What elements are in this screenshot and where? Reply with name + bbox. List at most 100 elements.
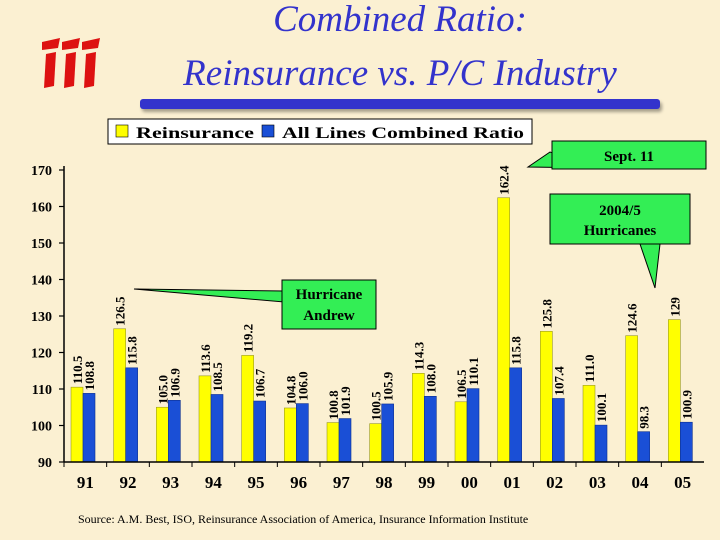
x-tick-label: 97	[333, 473, 351, 492]
value-label: 129	[667, 297, 682, 317]
value-label: 105.9	[381, 371, 396, 401]
value-label: 162.4	[497, 165, 512, 195]
slide-title-line-1: Combined Ratio:	[273, 0, 527, 40]
x-tick-label: 91	[77, 473, 94, 492]
industry-bar	[338, 418, 352, 463]
callout-pointer	[639, 243, 661, 289]
value-label: 115.8	[125, 336, 140, 365]
chart-legend: Reinsurance All Lines Combined Ratio	[107, 118, 533, 145]
value-label: 100.9	[679, 389, 694, 419]
legend-swatch	[115, 124, 129, 138]
value-label: 119.2	[241, 324, 256, 353]
value-label: 100.5	[369, 391, 384, 421]
value-label: 100.8	[326, 390, 341, 420]
industry-bar	[125, 367, 138, 463]
x-tick-label: 02	[546, 473, 563, 492]
x-tick-label: 92	[120, 473, 137, 492]
value-label: 108.0	[423, 364, 438, 393]
industry-bar	[552, 398, 565, 463]
industry-bar	[424, 395, 437, 463]
legend-box	[107, 118, 533, 145]
value-label: 100.1	[594, 393, 609, 422]
industry-bar	[210, 394, 224, 463]
reinsurance-bar	[70, 386, 84, 463]
value-label: 108.5	[210, 362, 225, 392]
value-label: 114.3	[411, 341, 426, 370]
callouts-layer: Sept. 11 2004/5 Hurricanes Hurricane Andrew	[133, 140, 707, 330]
value-label: 113.6	[198, 344, 213, 373]
callout-hurricanes-text: 2004/5	[599, 203, 641, 219]
value-label: 104.8	[283, 375, 298, 405]
industry-bar	[168, 400, 181, 463]
x-tick-label: 01	[504, 473, 521, 492]
y-tick-label: 170	[31, 164, 52, 179]
reinsurance-bar	[326, 422, 340, 463]
value-label: 111.0	[582, 355, 597, 383]
value-label: 126.5	[113, 296, 128, 326]
reinsurance-bar	[369, 423, 382, 463]
value-label: 105.0	[155, 375, 170, 404]
slide-title-line-2: Reinsurance vs. P/C Industry	[183, 53, 617, 94]
value-label: 101.9	[338, 386, 353, 416]
value-label: 106.9	[167, 368, 182, 398]
y-tick-label: 160	[31, 201, 52, 216]
industry-bar	[253, 400, 266, 463]
bars-layer	[70, 197, 693, 463]
callout-hurricanes	[549, 193, 691, 245]
reinsurance-bar	[625, 335, 638, 463]
callout-sept-11	[551, 140, 707, 170]
x-tick-label: 99	[418, 473, 435, 492]
value-label: 107.4	[551, 366, 566, 396]
x-tick-label: 98	[376, 473, 393, 492]
y-tick-label: 90	[38, 456, 52, 471]
industry-bar	[82, 393, 96, 463]
y-tick-label: 120	[31, 347, 52, 362]
callout-pointer	[133, 288, 285, 303]
value-label: 98.3	[637, 405, 652, 428]
x-tick-label: 04	[632, 473, 650, 492]
y-tick-label: 110	[32, 383, 52, 398]
value-label: 108.8	[82, 361, 97, 391]
reinsurance-bar	[540, 331, 553, 463]
x-tick-label: 03	[589, 473, 606, 492]
value-label: 106.0	[295, 371, 310, 400]
value-label: 110.5	[70, 355, 85, 384]
y-tick-label: 140	[31, 274, 52, 289]
industry-bar	[296, 403, 309, 463]
y-tick-label: 100	[31, 420, 52, 435]
iii-logo-icon	[42, 38, 100, 88]
x-tick-label: 94	[205, 473, 223, 492]
industry-bar	[637, 431, 650, 463]
reinsurance-bar	[284, 407, 297, 463]
callout-hurricane-andrew-text: Andrew	[303, 308, 355, 324]
x-tick-label: 00	[461, 473, 478, 492]
industry-bar	[594, 424, 608, 463]
y-axis: 90 100 110 120 130 140 150 160 170	[31, 164, 65, 471]
y-tick-label: 130	[31, 310, 52, 325]
x-tick-label: 96	[290, 473, 307, 492]
x-tick-label: 93	[162, 473, 179, 492]
value-label: 124.6	[625, 303, 640, 333]
callout-hurricanes-text: Hurricanes	[584, 223, 657, 239]
reinsurance-bar	[454, 401, 468, 463]
legend-label: Reinsurance	[136, 125, 254, 142]
x-tick-label: 05	[674, 473, 691, 492]
reinsurance-bar	[497, 197, 510, 463]
source-note: Source: A.M. Best, ISO, Reinsurance Asso…	[78, 512, 529, 526]
callout-hurricane-andrew	[281, 279, 377, 330]
reinsurance-bar	[156, 406, 169, 463]
title-underline	[140, 99, 660, 109]
value-label: 125.8	[539, 299, 554, 329]
x-axis: 91 92 93 94 95 96 97 98 99 00 01 02 03 04 05	[63, 461, 704, 492]
value-label: 106.7	[253, 368, 268, 398]
callout-sept-11-text: Sept. 11	[604, 149, 654, 165]
legend-swatch	[261, 124, 275, 138]
legend-label: All Lines Combined Ratio	[282, 125, 524, 142]
industry-bar	[680, 421, 693, 463]
value-label: 110.1	[466, 357, 481, 386]
callout-hurricane-andrew-text: Hurricane	[296, 287, 363, 303]
industry-bar	[509, 367, 522, 463]
value-label: 115.8	[509, 336, 524, 365]
y-tick-label: 150	[31, 237, 52, 252]
value-label: 106.5	[454, 369, 469, 399]
